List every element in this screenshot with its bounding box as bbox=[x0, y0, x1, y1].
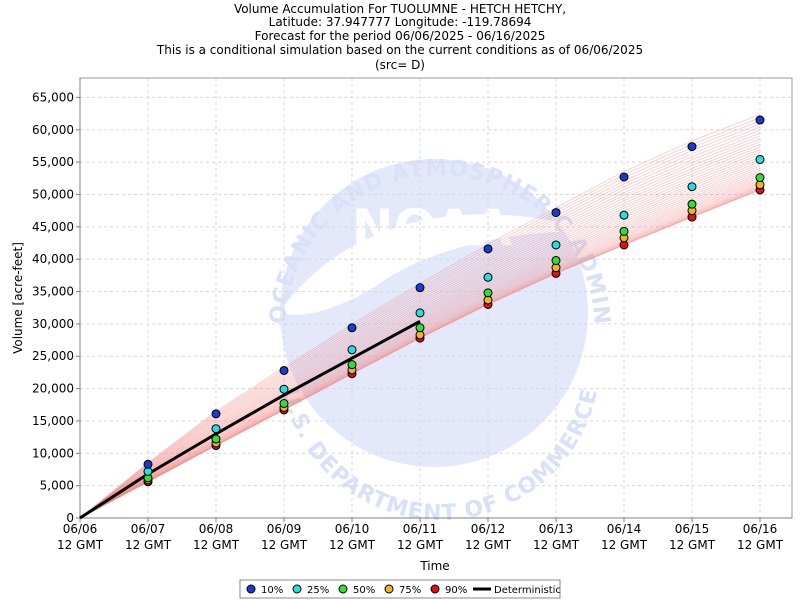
legend-marker-90pct bbox=[430, 584, 440, 594]
deterministic-line bbox=[79, 319, 421, 520]
x-tick-label: 06/15 bbox=[675, 522, 710, 536]
y-tick-label: 10,000 bbox=[32, 446, 74, 460]
point-50pct bbox=[551, 255, 561, 265]
point-10pct bbox=[619, 172, 629, 182]
x-tick-label: 06/12 bbox=[471, 522, 506, 536]
x-tick-label: 06/16 bbox=[743, 522, 778, 536]
y-tick-label: 30,000 bbox=[32, 317, 74, 331]
y-axis-label: Volume [acre-feet] bbox=[11, 242, 25, 354]
y-tick-label: 40,000 bbox=[32, 252, 74, 266]
ensemble-trace bbox=[79, 138, 761, 519]
ensemble-trace bbox=[79, 141, 761, 519]
exceedance-points bbox=[143, 115, 765, 487]
point-10pct bbox=[551, 208, 561, 218]
x-tick-sublabel: 12 GMT bbox=[533, 538, 580, 552]
x-tick-sublabel: 12 GMT bbox=[669, 538, 716, 552]
y-tick-label: 65,000 bbox=[32, 90, 74, 104]
y-tick-label: 5,000 bbox=[40, 479, 74, 493]
x-tick-sublabel: 12 GMT bbox=[57, 538, 104, 552]
point-10pct bbox=[347, 323, 357, 333]
point-50pct bbox=[619, 226, 629, 236]
point-25pct bbox=[755, 155, 765, 165]
y-tick-label: 0 bbox=[66, 511, 74, 525]
point-50pct bbox=[483, 288, 493, 298]
y-tick-label: 25,000 bbox=[32, 349, 74, 363]
point-25pct bbox=[551, 240, 561, 250]
x-tick-label: 06/07 bbox=[131, 522, 166, 536]
point-50pct bbox=[279, 398, 289, 408]
legend-marker-25pct bbox=[292, 584, 302, 594]
ensemble-trace bbox=[79, 126, 761, 519]
point-10pct bbox=[211, 409, 221, 419]
x-tick-label: 06/10 bbox=[335, 522, 370, 536]
title-line-2: Latitude: 37.947777 Longitude: -119.7869… bbox=[269, 15, 532, 29]
legend-label-90pct: 90% bbox=[445, 585, 467, 596]
point-50pct bbox=[211, 434, 221, 444]
x-tick-sublabel: 12 GMT bbox=[261, 538, 308, 552]
legend-label-deterministic: Deterministic bbox=[494, 585, 561, 596]
x-axis-label: Time bbox=[419, 559, 449, 573]
axes: 0 5,000 10,000 15,000 20,000 25,000 30,000 35,0… bbox=[32, 77, 793, 552]
x-tick-label: 06/11 bbox=[403, 522, 438, 536]
ensemble-trace bbox=[79, 135, 761, 519]
x-tick-label: 06/06 bbox=[63, 522, 98, 536]
legend-marker-75pct bbox=[384, 584, 394, 594]
y-tick-label: 20,000 bbox=[32, 382, 74, 396]
legend: 10% 25% 50% 75% 90% Deterministic bbox=[239, 579, 561, 599]
legend-marker-10pct bbox=[246, 584, 256, 594]
title-line-4: This is a conditional simulation based o… bbox=[156, 43, 643, 57]
point-10pct bbox=[415, 283, 425, 293]
point-25pct bbox=[347, 345, 357, 355]
x-tick-sublabel: 12 GMT bbox=[193, 538, 240, 552]
point-25pct bbox=[211, 424, 221, 434]
x-tick-sublabel: 12 GMT bbox=[601, 538, 648, 552]
x-tick-sublabel: 12 GMT bbox=[397, 538, 444, 552]
legend-label-10pct: 10% bbox=[261, 585, 283, 596]
ensemble-trace bbox=[79, 146, 761, 519]
noaa-gull bbox=[280, 214, 596, 315]
point-25pct bbox=[483, 272, 493, 282]
legend-label-75pct: 75% bbox=[399, 585, 421, 596]
point-25pct bbox=[619, 210, 629, 220]
deterministic-series bbox=[79, 319, 421, 520]
legend-box bbox=[239, 579, 561, 599]
x-tick-sublabel: 12 GMT bbox=[125, 538, 172, 552]
y-tick-label: 60,000 bbox=[32, 123, 74, 137]
ensemble-trace bbox=[79, 143, 761, 519]
point-25pct bbox=[415, 308, 425, 318]
point-50pct bbox=[347, 360, 357, 370]
point-10pct bbox=[143, 459, 153, 469]
point-25pct bbox=[279, 384, 289, 394]
ensemble-trace bbox=[79, 129, 761, 519]
ensemble-trace bbox=[79, 132, 761, 519]
legend-label-25pct: 25% bbox=[307, 585, 329, 596]
y-tick-label: 50,000 bbox=[32, 187, 74, 201]
point-50pct bbox=[687, 199, 697, 209]
point-25pct bbox=[687, 182, 697, 192]
point-10pct bbox=[279, 365, 289, 375]
x-tick-label: 06/08 bbox=[199, 522, 234, 536]
legend-marker-50pct bbox=[338, 584, 348, 594]
title-line-1: Volume Accumulation For TUOLUMNE - HETCH… bbox=[234, 2, 566, 16]
x-tick-sublabel: 12 GMT bbox=[329, 538, 376, 552]
point-50pct bbox=[415, 323, 425, 333]
y-tick-label: 15,000 bbox=[32, 414, 74, 428]
title-line-5: (src= D) bbox=[375, 58, 425, 72]
point-10pct bbox=[755, 115, 765, 125]
y-tick-label: 55,000 bbox=[32, 155, 74, 169]
point-10pct bbox=[483, 244, 493, 254]
x-tick-sublabel: 12 GMT bbox=[465, 538, 512, 552]
x-tick-label: 06/09 bbox=[267, 522, 302, 536]
y-tick-label: 45,000 bbox=[32, 220, 74, 234]
legend-label-50pct: 50% bbox=[353, 585, 375, 596]
title-line-3: Forecast for the period 06/06/2025 - 06/… bbox=[255, 29, 546, 43]
x-tick-sublabel: 12 GMT bbox=[737, 538, 784, 552]
point-10pct bbox=[687, 142, 697, 152]
x-tick-label: 06/14 bbox=[607, 522, 642, 536]
point-50pct bbox=[755, 173, 765, 183]
y-tick-label: 35,000 bbox=[32, 285, 74, 299]
x-tick-label: 06/13 bbox=[539, 522, 574, 536]
chart-title: Volume Accumulation For TUOLUMNE - HETCH… bbox=[156, 2, 643, 72]
